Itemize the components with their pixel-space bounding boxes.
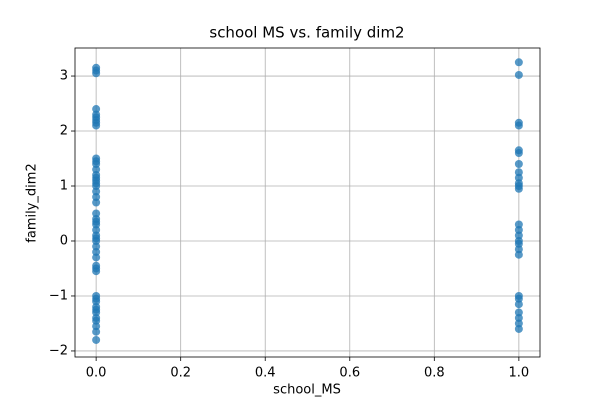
- y-tick-label: 0: [60, 233, 68, 248]
- point: [514, 225, 523, 234]
- point: [514, 184, 523, 193]
- point: [514, 300, 523, 309]
- y-tick-label: −2: [49, 343, 68, 358]
- point: [92, 121, 101, 130]
- point: [92, 225, 101, 234]
- x-tick-label: 0.6: [339, 366, 360, 381]
- point: [92, 247, 101, 256]
- point: [92, 220, 101, 229]
- point: [514, 58, 523, 67]
- point: [92, 69, 101, 78]
- point: [92, 267, 101, 276]
- point: [92, 193, 101, 202]
- point: [514, 168, 523, 177]
- point: [514, 121, 523, 130]
- point: [92, 308, 101, 317]
- point: [514, 313, 523, 322]
- point: [92, 236, 101, 245]
- y-tick-label: 1: [60, 179, 68, 194]
- point: [92, 322, 101, 331]
- y-tick-label: 3: [60, 69, 68, 84]
- y-tick-label: −1: [49, 288, 68, 303]
- point: [92, 316, 101, 325]
- point: [92, 187, 101, 196]
- point: [514, 319, 523, 328]
- point: [92, 160, 101, 169]
- point: [92, 335, 101, 344]
- point: [92, 198, 101, 207]
- x-axis-label: school_MS: [273, 383, 341, 398]
- point: [92, 242, 101, 251]
- x-tick-label: 1.0: [509, 366, 530, 381]
- point: [514, 173, 523, 182]
- y-axis-label: family_dim2: [25, 163, 40, 242]
- point: [92, 209, 101, 218]
- point: [514, 149, 523, 158]
- x-tick-label: 0.2: [170, 366, 191, 381]
- y-tick-label: 2: [60, 124, 68, 139]
- point: [92, 165, 101, 174]
- point: [514, 294, 523, 303]
- point: [92, 327, 101, 336]
- point: [514, 250, 523, 259]
- point: [514, 308, 523, 317]
- point: [92, 253, 101, 262]
- point: [514, 324, 523, 333]
- point: [514, 231, 523, 240]
- point: [514, 245, 523, 254]
- point: [514, 160, 523, 169]
- plot-frame: [74, 47, 541, 358]
- point: [514, 220, 523, 229]
- chart-title: school MS vs. family dim2: [209, 24, 404, 42]
- x-tick-label: 0.8: [424, 366, 445, 381]
- point: [92, 297, 101, 306]
- point: [92, 105, 101, 114]
- point: [514, 70, 523, 79]
- x-tick-label: 0.4: [255, 366, 276, 381]
- point: [92, 182, 101, 191]
- point: [514, 239, 523, 248]
- x-tick-label: 0.0: [86, 366, 107, 381]
